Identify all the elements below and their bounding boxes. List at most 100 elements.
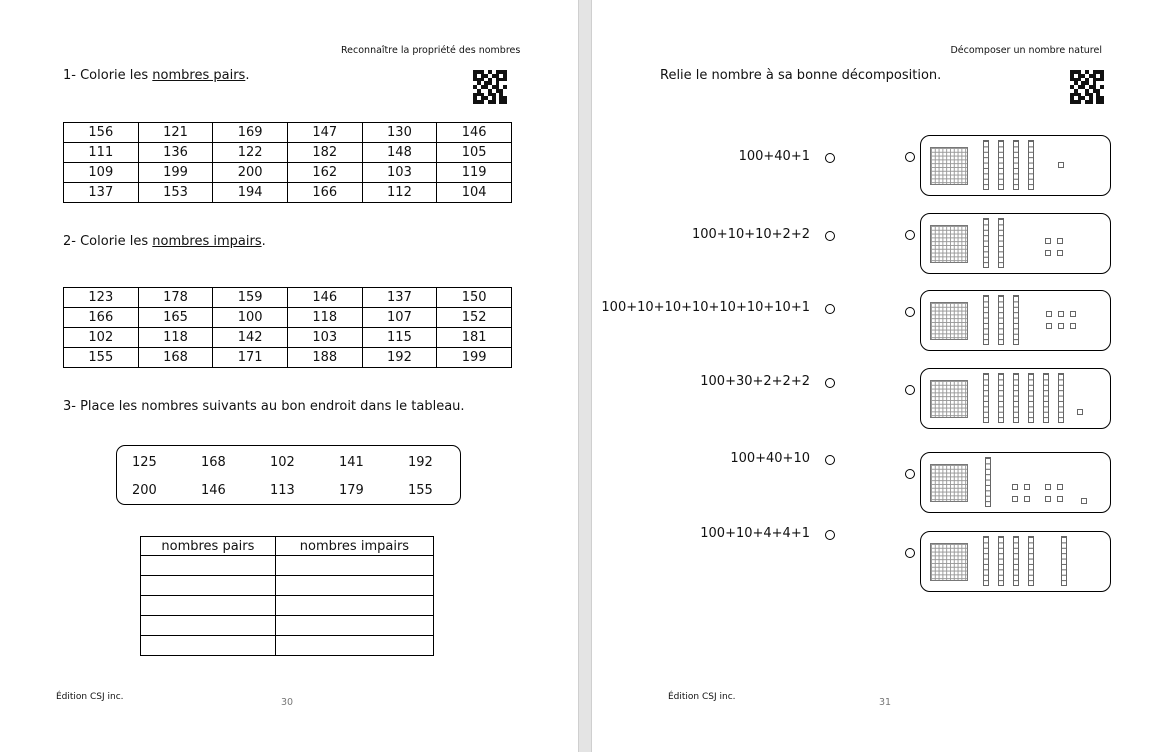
table-row [140,575,435,596]
column-header: nombres pairs [140,536,276,556]
empty-cell[interactable] [274,635,435,656]
sorting-table[interactable]: nombres pairs nombres impairs [140,536,435,656]
unit-cube-icon [1024,484,1030,490]
expression-6: 100+10+4+4+1 [700,526,810,541]
expression-3: 100+10+10+10+10+10+10+1 [601,300,810,315]
connect-point-left[interactable] [825,378,835,388]
empty-cell[interactable] [274,615,435,636]
table-cell[interactable]: 153 [137,182,214,203]
connect-point-right[interactable] [905,230,915,240]
table-cell[interactable]: 150 [436,287,512,308]
connect-point-left[interactable] [825,231,835,241]
table-cell[interactable]: 162 [286,162,363,183]
unit-cube-icon [1045,238,1051,244]
table-cell[interactable]: 147 [286,122,363,143]
table-cell[interactable]: 168 [137,347,214,368]
table-cell[interactable]: 182 [286,142,363,163]
unit-cube-icon [1070,311,1076,317]
table-cell[interactable]: 119 [436,162,512,183]
base-ten-card [920,531,1111,592]
connect-point-right[interactable] [905,307,915,317]
table-cell[interactable]: 159 [212,287,288,308]
empty-cell[interactable] [140,635,276,656]
table-cell[interactable]: 121 [137,122,214,143]
connect-point-right[interactable] [905,469,915,479]
table-cell[interactable]: 192 [361,347,438,368]
empty-cell[interactable] [274,555,435,576]
connect-point-left[interactable] [825,304,835,314]
table-cell[interactable]: 146 [286,287,363,308]
table-cell[interactable]: 152 [436,307,512,328]
empty-cell[interactable] [274,595,435,616]
table-cell[interactable]: 123 [63,287,139,308]
table-cell[interactable]: 100 [212,307,288,328]
table-cell[interactable]: 188 [286,347,363,368]
table-cell[interactable]: 137 [361,287,438,308]
table-cell[interactable]: 105 [436,142,512,163]
left-page: Reconnaître la propriété des nombres 1- … [0,0,578,752]
connect-point-right[interactable] [905,385,915,395]
table-cell[interactable]: 111 [63,142,139,163]
table-cell[interactable]: 109 [63,162,139,183]
table-cell[interactable]: 102 [63,327,139,348]
table-cell[interactable]: 104 [436,182,512,203]
table-cell[interactable]: 107 [361,307,438,328]
even-numbers-table[interactable]: 156 121 169 147 130 146 111 136 122 182 148 105 109 1… [63,122,512,203]
table-cell[interactable]: 103 [286,327,363,348]
connect-point-left[interactable] [825,455,835,465]
unit-cube-icon [1081,498,1087,504]
connect-point-left[interactable] [825,153,835,163]
odd-numbers-table[interactable]: 123 178 159 146 137 150 166 165 100 118 107 152 102 1… [63,287,512,368]
number-item: 179 [339,483,364,498]
ten-rod-icon [1013,536,1019,586]
table-cell[interactable]: 122 [212,142,288,163]
connect-point-right[interactable] [905,152,915,162]
qr-code-icon[interactable] [1070,70,1104,104]
table-cell[interactable]: 155 [63,347,139,368]
table-row [140,635,435,656]
table-cell[interactable]: 137 [63,182,139,203]
empty-cell[interactable] [140,575,276,596]
table-cell[interactable]: 103 [361,162,438,183]
table-cell[interactable]: 142 [212,327,288,348]
ten-rod-icon [1058,373,1064,423]
table-cell[interactable]: 194 [212,182,288,203]
connect-point-left[interactable] [825,530,835,540]
table-cell[interactable]: 118 [137,327,214,348]
table-row: 156 121 169 147 130 146 [63,122,512,143]
empty-cell[interactable] [274,575,435,596]
unit-cube-icon [1012,484,1018,490]
table-cell[interactable]: 136 [137,142,214,163]
table-cell[interactable]: 165 [137,307,214,328]
ten-rod-icon [985,457,991,507]
table-cell[interactable]: 166 [286,182,363,203]
table-row [140,595,435,616]
empty-cell[interactable] [140,595,276,616]
table-cell[interactable]: 115 [361,327,438,348]
table-row [140,615,435,636]
unit-cube-icon [1058,162,1064,168]
table-cell[interactable]: 199 [436,347,512,368]
table-cell[interactable]: 130 [361,122,438,143]
table-cell[interactable]: 148 [361,142,438,163]
table-cell[interactable]: 166 [63,307,139,328]
table-cell[interactable]: 146 [436,122,512,143]
table-cell[interactable]: 178 [137,287,214,308]
table-cell[interactable]: 199 [137,162,214,183]
table-cell[interactable]: 156 [63,122,139,143]
table-cell[interactable]: 200 [212,162,288,183]
table-cell[interactable]: 118 [286,307,363,328]
table-row [140,555,435,576]
table-cell[interactable]: 169 [212,122,288,143]
hundred-flat-icon [930,464,968,502]
table-cell[interactable]: 181 [436,327,512,348]
qr-code-icon[interactable] [473,70,507,104]
table-cell[interactable]: 171 [212,347,288,368]
table-cell[interactable]: 112 [361,182,438,203]
empty-cell[interactable] [140,615,276,636]
connect-point-right[interactable] [905,548,915,558]
instruction: Relie le nombre à sa bonne décomposition… [660,68,942,83]
number-item: 155 [408,483,433,498]
empty-cell[interactable] [140,555,276,576]
ten-rod-icon [1061,536,1067,586]
